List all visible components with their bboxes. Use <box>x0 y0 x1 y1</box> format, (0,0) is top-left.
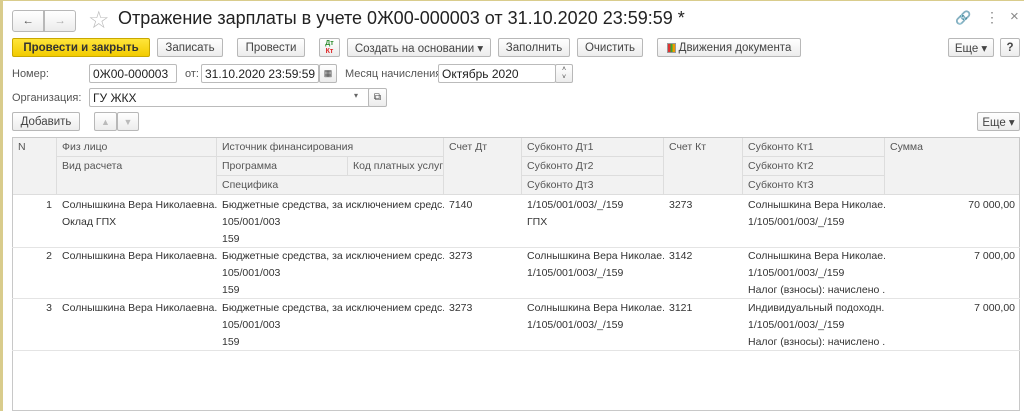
report-icon <box>666 42 676 53</box>
cell-source: Бюджетные средства, за исключением средс… <box>222 199 444 211</box>
forward-button[interactable]: → <box>44 10 76 32</box>
more-button[interactable]: Еще ▾ <box>948 38 994 57</box>
cell-acc-kt: 3142 <box>669 250 693 263</box>
month-field[interactable]: Октябрь 2020 <box>438 64 556 83</box>
header-account-dt[interactable]: Счет Дт <box>444 138 522 195</box>
cell-n: 1 <box>46 199 52 211</box>
cell-sum: 7 000,00 <box>974 250 1015 263</box>
row-divider <box>12 298 1020 300</box>
cell-sub-dt2: 1/105/001/003/_/159 <box>527 318 624 331</box>
header-paid-code[interactable]: Код платных услуг <box>348 157 444 176</box>
cell-acc-dt: 3273 <box>449 250 473 263</box>
cell-person: Солнышкина Вера Николаевна. <box>62 199 217 211</box>
move-down-button[interactable]: ▼ <box>117 112 139 131</box>
organization-field[interactable]: ГУ ЖКХ <box>89 88 370 107</box>
header-account-kt[interactable]: Счет Кт <box>664 138 743 195</box>
month-label: Месяц начисления: <box>345 68 445 80</box>
back-button[interactable]: ← <box>12 10 44 32</box>
number-label: Номер: <box>12 68 49 80</box>
cell-acc-dt: 3273 <box>449 301 473 314</box>
cell-person: Солнышкина Вера Николаевна. <box>62 250 217 263</box>
post-button[interactable]: Провести <box>237 38 305 57</box>
cell-sum: 7 000,00 <box>974 301 1015 314</box>
move-up-button[interactable]: ▲ <box>94 112 117 131</box>
kt-icon: Кт <box>325 47 334 55</box>
cell-sub-dt1: Солнышкина Вера Николае... <box>527 250 664 263</box>
cell-sub-kt2: 1/105/001/003/_/159 <box>748 267 845 280</box>
save-button[interactable]: Записать <box>157 38 223 57</box>
cell-sub-kt3: Налог (взносы): начислено ... <box>748 284 885 297</box>
cell-sub-dt1: 1/105/001/003/_/159 <box>527 199 624 211</box>
cell-sum: 70 000,00 <box>968 199 1015 211</box>
help-button[interactable]: ? <box>1000 38 1020 57</box>
calendar-icon[interactable]: ▦ <box>319 64 337 83</box>
cell-sub-kt1: Солнышкина Вера Николае... <box>748 250 885 263</box>
header-subconto-dt3[interactable]: Субконто Дт3 <box>522 176 664 195</box>
cell-program: 105/001/003 <box>222 318 281 331</box>
cell-specific: 159 <box>222 335 240 348</box>
cell-program: 105/001/003 <box>222 216 281 228</box>
header-subconto-kt2[interactable]: Субконто Кт2 <box>743 157 885 176</box>
cell-sub-dt2: ГПХ <box>527 216 548 228</box>
cell-acc-kt: 3273 <box>669 199 693 211</box>
cell-sub-dt2: 1/105/001/003/_/159 <box>527 267 624 280</box>
open-icon[interactable]: ⧉ <box>368 88 387 107</box>
cell-specific: 159 <box>222 233 240 245</box>
document-movements-label: Движения документа <box>678 41 792 54</box>
dt-kt-button[interactable]: Дт Кт <box>319 38 340 57</box>
document-movements-button[interactable]: Движения документа <box>657 38 801 57</box>
header-specific[interactable]: Специфика <box>217 176 444 195</box>
organization-label: Организация: <box>12 92 82 104</box>
page-title: Отражение зарплаты в учете 0Ж00-000003 о… <box>118 8 685 28</box>
cell-n: 2 <box>46 250 52 263</box>
cell-sub-kt2: 1/105/001/003/_/159 <box>748 216 845 228</box>
date-field[interactable]: 31.10.2020 23:59:59 <box>201 64 319 83</box>
close-icon[interactable]: × <box>1010 8 1019 25</box>
link-icon[interactable]: 🔗 <box>955 10 972 25</box>
row-divider <box>12 349 1020 351</box>
cell-sub-dt1: Солнышкина Вера Николае... <box>527 301 664 314</box>
row-divider <box>12 247 1020 248</box>
header-source[interactable]: Источник финансирования <box>217 138 444 157</box>
clear-button[interactable]: Очистить <box>577 38 643 57</box>
cell-sub-kt3: Налог (взносы): начислено ... <box>748 335 885 348</box>
cell-acc-dt: 7140 <box>449 199 473 211</box>
cell-n: 3 <box>46 301 52 314</box>
cell-program: 105/001/003 <box>222 267 281 280</box>
add-button[interactable]: Добавить <box>12 112 80 131</box>
cell-sub-kt2: 1/105/001/003/_/159 <box>748 318 845 331</box>
from-label: от: <box>185 68 199 80</box>
header-program[interactable]: Программа <box>217 157 348 176</box>
header-subconto-dt1[interactable]: Субконто Дт1 <box>522 138 664 157</box>
cell-acc-kt: 3121 <box>669 301 693 314</box>
cell-calc: Оклад ГПХ <box>62 216 117 228</box>
header-calc-type[interactable]: Вид расчета <box>57 157 217 195</box>
cell-sub-kt1: Индивидуальный подоходн... <box>748 301 885 314</box>
post-and-close-button[interactable]: Провести и закрыть <box>12 38 150 57</box>
header-sum[interactable]: Сумма <box>885 138 1019 195</box>
cell-source: Бюджетные средства, за исключением средс… <box>222 301 444 314</box>
cell-person: Солнышкина Вера Николаевна. <box>62 301 217 314</box>
table-more-button[interactable]: Еще ▾ <box>977 112 1020 131</box>
header-subconto-kt3[interactable]: Субконто Кт3 <box>743 176 885 195</box>
header-n[interactable]: N <box>13 138 57 195</box>
header-person[interactable]: Физ лицо <box>57 138 217 157</box>
header-subconto-kt1[interactable]: Субконто Кт1 <box>743 138 885 157</box>
fill-button[interactable]: Заполнить <box>498 38 570 57</box>
cell-sub-kt1: Солнышкина Вера Николае... <box>748 199 885 211</box>
cell-specific: 159 <box>222 284 240 297</box>
dt-icon: Дт <box>325 39 334 47</box>
number-field[interactable]: 0Ж00-000003 <box>89 64 177 83</box>
cell-source: Бюджетные средства, за исключением средс… <box>222 250 444 263</box>
more-icon[interactable]: ⋮ <box>985 9 999 25</box>
header-subconto-dt2[interactable]: Субконто Дт2 <box>522 157 664 176</box>
month-spinner[interactable]: ˄ ˅ <box>555 64 573 83</box>
create-based-on-button[interactable]: Создать на основании ▾ <box>347 38 491 57</box>
star-icon[interactable]: ☆ <box>88 7 110 34</box>
chevron-down-icon[interactable]: ▾ <box>354 91 359 100</box>
